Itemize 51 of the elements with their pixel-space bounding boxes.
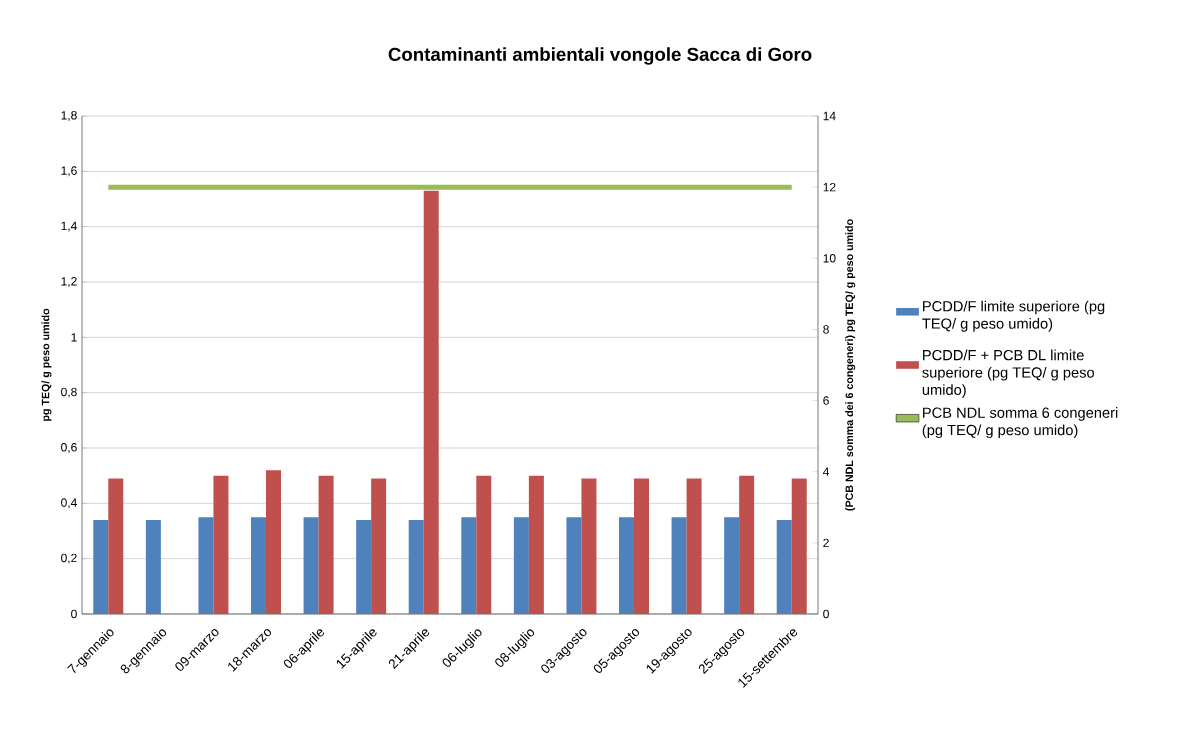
y2-tick-label: 14 xyxy=(823,111,836,121)
legend-label: PCB NDL somma 6 congeneri (pg TEQ/ g peso umido) xyxy=(922,407,1118,439)
bar xyxy=(318,475,334,614)
y-tick-label: 1,4 xyxy=(61,221,77,232)
bar xyxy=(619,517,634,614)
chart-title: Contaminanti ambientali vongole Sacca di Goro xyxy=(388,47,812,65)
y-tick-label: 1,8 xyxy=(61,111,77,121)
bar xyxy=(251,517,267,614)
bar xyxy=(93,519,109,614)
y2-tick-label: 2 xyxy=(823,538,829,548)
bar xyxy=(461,517,477,614)
bar xyxy=(371,478,387,614)
bar xyxy=(791,478,807,614)
bar xyxy=(739,475,755,614)
bar xyxy=(686,478,702,614)
bar xyxy=(198,517,214,614)
y-tick-label: 0,4 xyxy=(61,498,77,509)
y-tick-label: 1,6 xyxy=(61,166,77,177)
bar xyxy=(671,517,687,614)
y-tick-label: 0,2 xyxy=(61,553,77,564)
bar xyxy=(513,517,529,614)
bar xyxy=(528,475,544,614)
y-tick-label: 0,6 xyxy=(61,443,77,453)
y-tick-label: 0,8 xyxy=(61,387,77,398)
bar xyxy=(108,478,124,614)
bar xyxy=(776,519,792,614)
y2-tick-label: 10 xyxy=(823,254,836,263)
bar xyxy=(423,190,439,614)
y2-tick-label: 12 xyxy=(823,182,836,192)
y-tick-label: 1,2 xyxy=(61,277,77,287)
y2-tick-label: 8 xyxy=(823,325,829,334)
bar xyxy=(476,475,492,614)
bar xyxy=(634,478,650,614)
bar xyxy=(566,517,582,614)
bar xyxy=(724,517,740,614)
y2-tick-label: 4 xyxy=(822,467,830,476)
y2-tick-label: 6 xyxy=(823,396,829,405)
y-tick-label: 0 xyxy=(71,609,77,619)
bar xyxy=(266,470,282,614)
y-axis-title: pg TEQ/ g peso umido xyxy=(41,308,52,421)
y-tick-label: 1 xyxy=(71,333,77,342)
bar xyxy=(145,519,161,614)
bar xyxy=(303,517,319,614)
legend-label: PCDD/F limite superiore (pg TEQ/ g peso umido) xyxy=(922,300,1105,332)
bar xyxy=(213,475,229,614)
y2-tick-label: 0 xyxy=(823,609,829,619)
bar xyxy=(408,519,424,614)
y2-axis-title: (PCB NDL somma dei 6 congeneri) pg TEQ/ g peso umido xyxy=(845,219,856,511)
legend-label: PCDD/F + PCB DL limite superiore (pg TEQ/ g peso umido) xyxy=(922,349,1095,398)
bar xyxy=(581,478,597,614)
bar xyxy=(356,519,372,614)
